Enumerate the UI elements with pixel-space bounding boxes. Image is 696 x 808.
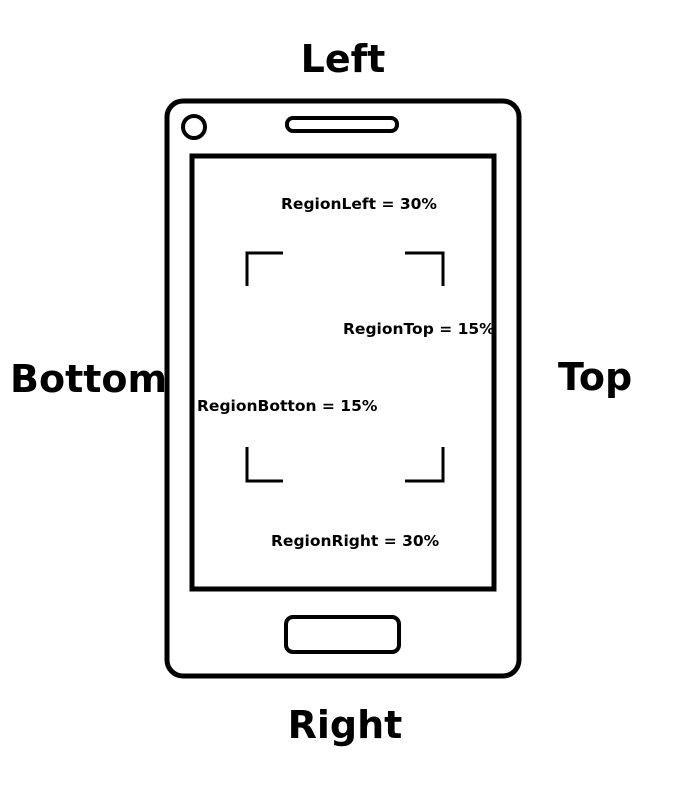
orientation-label-right: Right [287,703,403,747]
camera-icon [181,114,207,140]
region-left-label: RegionLeft = 30% [281,195,437,213]
region-top-label: RegionTop = 15% [343,320,495,338]
region-bottom-label: RegionBotton = 15% [197,397,378,415]
speaker-icon [285,116,399,133]
scan-frame-corner-top-left [245,251,283,286]
scan-frame-corner-bottom-left [245,447,283,483]
phone-screen [189,153,497,592]
orientation-label-bottom: Bottom [10,357,168,401]
region-right-label: RegionRight = 30% [271,532,440,550]
scan-frame-corner-bottom-right [405,447,445,483]
orientation-label-top: Top [558,355,633,399]
home-button-icon [284,615,401,654]
scan-frame-corner-top-right [405,251,445,286]
orientation-label-left: Left [300,37,386,81]
phone-body [164,98,522,679]
